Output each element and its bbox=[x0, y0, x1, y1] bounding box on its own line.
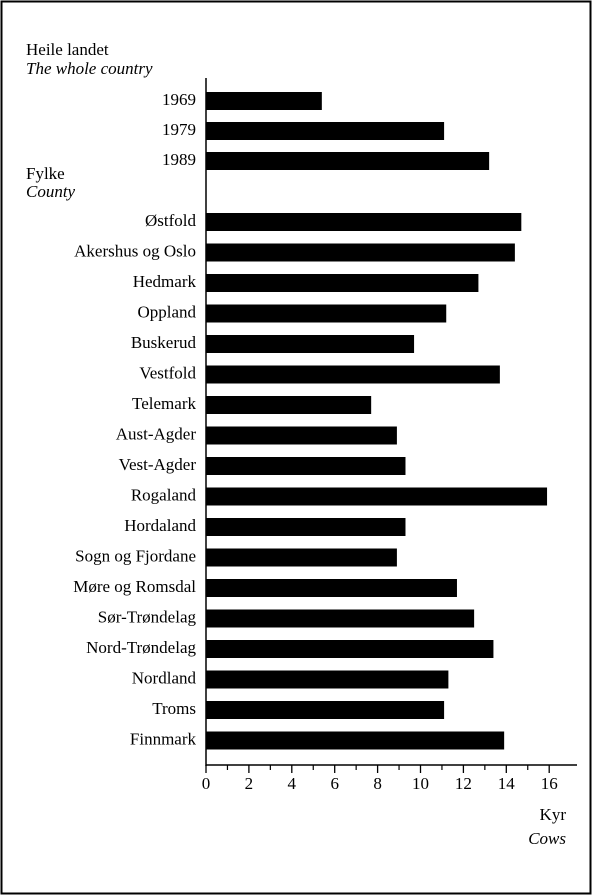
bar bbox=[206, 670, 449, 689]
x-tick-label: 6 bbox=[330, 774, 339, 793]
group-label: Fylke bbox=[26, 164, 65, 183]
bar bbox=[206, 243, 515, 262]
bar bbox=[206, 92, 322, 110]
y-tick-label: 1989 bbox=[162, 150, 196, 169]
y-tick-label: Hordaland bbox=[124, 516, 196, 535]
x-tick-label: 14 bbox=[498, 774, 516, 793]
x-tick-label: 4 bbox=[288, 774, 297, 793]
y-tick-label: Sogn og Fjordane bbox=[75, 546, 196, 565]
y-tick-label: Østfold bbox=[145, 211, 197, 230]
bar bbox=[206, 579, 457, 597]
group-label: County bbox=[26, 182, 76, 201]
bar bbox=[206, 457, 406, 475]
bar bbox=[206, 152, 490, 170]
bar bbox=[206, 701, 445, 719]
group-label: The whole country bbox=[26, 59, 153, 78]
y-tick-label: Akershus og Oslo bbox=[74, 241, 196, 260]
y-tick-label: Aust-Agder bbox=[116, 424, 197, 443]
y-tick-label: Hedmark bbox=[133, 272, 197, 291]
y-tick-label: Vestfold bbox=[139, 363, 196, 382]
bar bbox=[206, 548, 397, 567]
x-axis-label: Kyr bbox=[540, 805, 567, 824]
y-tick-label: Sør-Trøndelag bbox=[98, 607, 197, 626]
y-tick-label: Nord-Trøndelag bbox=[86, 638, 196, 657]
x-tick-label: 12 bbox=[455, 774, 472, 793]
bar bbox=[206, 304, 447, 323]
y-tick-label: Vest-Agder bbox=[119, 455, 197, 474]
bar bbox=[206, 487, 548, 506]
x-axis-label: Cows bbox=[528, 829, 566, 848]
bar bbox=[206, 731, 505, 750]
y-tick-label: Buskerud bbox=[131, 333, 197, 352]
bar bbox=[206, 518, 406, 536]
y-tick-label: 1969 bbox=[162, 90, 196, 109]
y-tick-label: Oppland bbox=[137, 302, 196, 321]
x-tick-label: 16 bbox=[541, 774, 558, 793]
bar bbox=[206, 426, 397, 445]
x-tick-label: 8 bbox=[373, 774, 382, 793]
bar bbox=[206, 609, 475, 628]
y-tick-label: Rogaland bbox=[131, 485, 197, 504]
bar bbox=[206, 122, 445, 140]
bar bbox=[206, 274, 479, 292]
x-tick-label: 0 bbox=[202, 774, 211, 793]
y-tick-label: Nordland bbox=[132, 668, 197, 687]
bar bbox=[206, 365, 500, 384]
y-tick-label: Telemark bbox=[132, 394, 196, 413]
group-label: Heile landet bbox=[26, 40, 109, 59]
y-tick-label: Troms bbox=[152, 699, 196, 718]
y-tick-label: Finnmark bbox=[130, 729, 197, 748]
y-tick-label: Møre og Romsdal bbox=[73, 577, 196, 596]
y-tick-label: 1979 bbox=[162, 120, 196, 139]
bar bbox=[206, 213, 522, 231]
x-tick-label: 10 bbox=[412, 774, 429, 793]
x-tick-label: 2 bbox=[245, 774, 254, 793]
bar bbox=[206, 396, 372, 414]
bar bbox=[206, 640, 494, 658]
bar bbox=[206, 335, 415, 353]
